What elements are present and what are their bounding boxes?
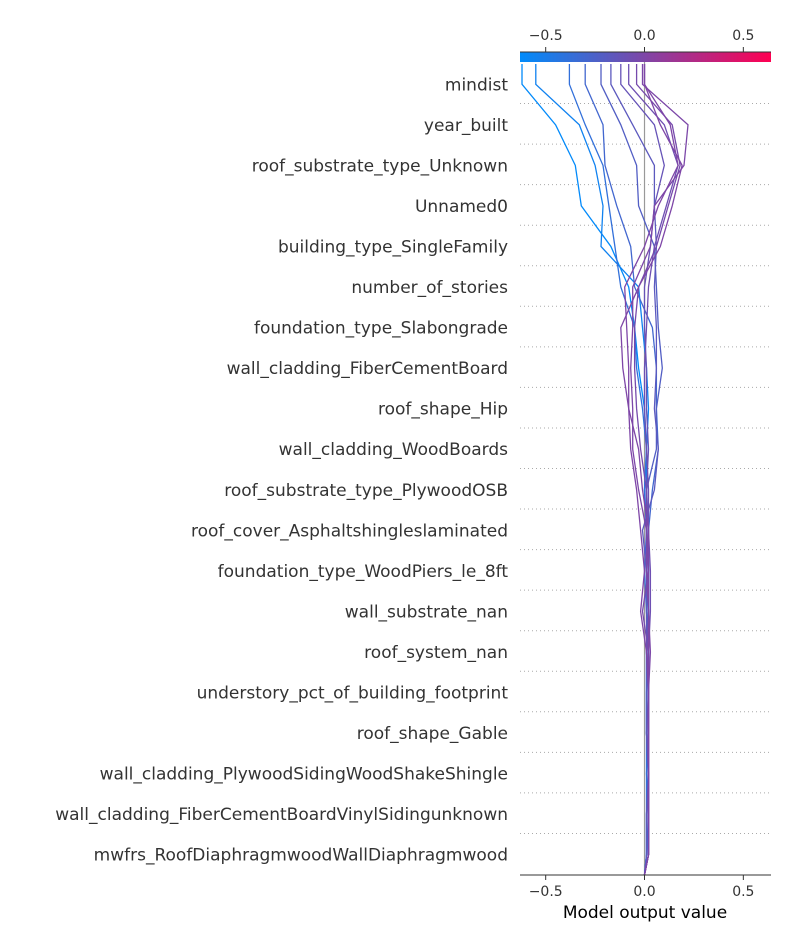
bottom-tick-label: −0.5	[529, 884, 563, 900]
feature-label: wall_cladding_FiberCementBoard	[227, 359, 508, 379]
top-tick-label: 0.5	[732, 28, 754, 44]
feature-label: foundation_type_WoodPiers_le_8ft	[218, 562, 509, 582]
decision-line	[633, 64, 681, 876]
top-tick-label: 0.0	[633, 28, 655, 44]
feature-label: mindist	[445, 75, 508, 95]
feature-label: wall_cladding_WoodBoards	[279, 440, 508, 460]
feature-label: foundation_type_Slabongrade	[254, 319, 508, 339]
x-axis-title: Model output value	[563, 903, 727, 923]
colorbar	[520, 52, 771, 62]
feature-label: roof_substrate_type_PlywoodOSB	[224, 481, 508, 501]
decision-lines	[521, 62, 689, 876]
decision-line	[535, 64, 650, 876]
feature-label: mwfrs_RoofDiaphragmwoodWallDiaphragmwood	[94, 846, 508, 866]
feature-rows: mindist year_built roof_substrate_type_Unk…	[55, 75, 771, 866]
decision-line	[600, 64, 663, 876]
feature-label: year_built	[424, 116, 508, 136]
feature-label: number_of_stories	[351, 278, 508, 298]
x-axis: −0.5 −0.5 0.0 0.0 0.5 0.5	[520, 28, 771, 900]
top-tick-label: −0.5	[529, 28, 563, 44]
feature-label: roof_shape_Gable	[357, 724, 508, 744]
feature-label: roof_system_nan	[364, 643, 508, 663]
feature-label: roof_substrate_type_Unknown	[252, 156, 508, 176]
feature-label: building_type_SingleFamily	[278, 237, 508, 257]
decision-line	[610, 64, 659, 876]
bottom-tick-label: 0.5	[732, 884, 754, 900]
feature-label: Unnamed0	[415, 197, 508, 217]
decision-line	[620, 64, 665, 876]
feature-label: wall_cladding_PlywoodSidingWoodShakeShin…	[100, 765, 508, 785]
colorbar-gradient	[520, 52, 771, 62]
decision-line	[620, 64, 683, 876]
decision-line	[521, 64, 650, 876]
bottom-tick-label: 0.0	[633, 884, 655, 900]
feature-label: wall_cladding_FiberCementBoardVinylSidin…	[55, 805, 508, 825]
feature-label: roof_cover_Asphaltshingleslaminated	[191, 521, 508, 541]
feature-label: understory_pct_of_building_footprint	[197, 684, 509, 704]
decision-line	[568, 64, 650, 876]
feature-label: roof_shape_Hip	[378, 400, 508, 420]
feature-label: wall_substrate_nan	[345, 602, 508, 622]
